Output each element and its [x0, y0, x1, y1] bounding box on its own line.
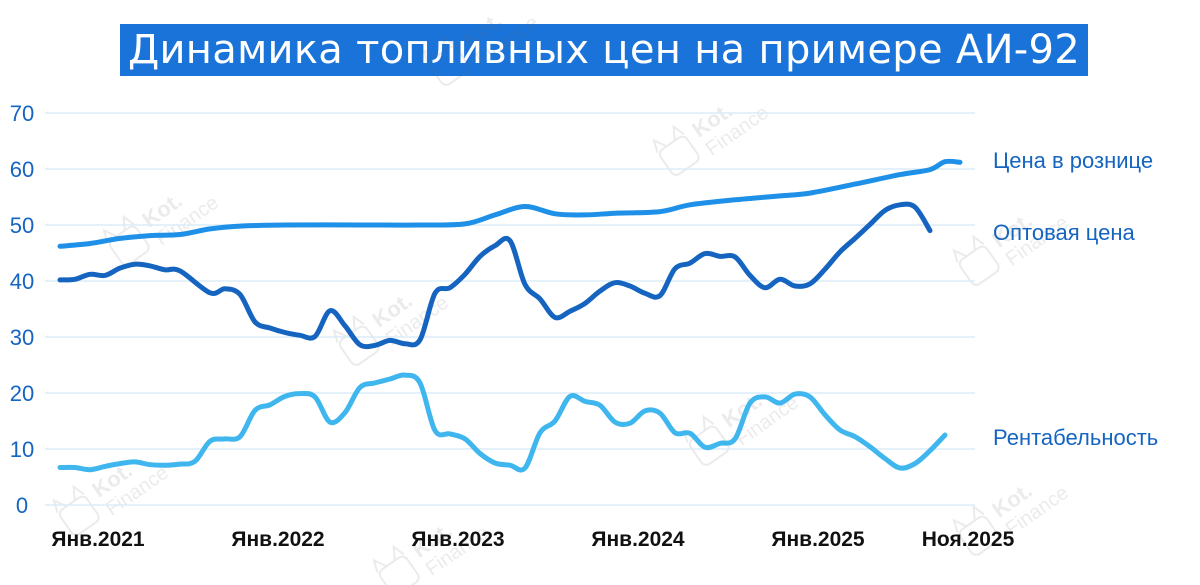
- y-tick-label: 10: [10, 437, 34, 462]
- watermark: Kot.Finance: [422, 7, 543, 86]
- cat-icon: [652, 124, 700, 176]
- series-line-retail-price: [57, 158, 963, 249]
- x-tick-label: Янв.2025: [771, 528, 865, 551]
- cat-icon: [422, 34, 470, 86]
- y-tick-label: 50: [10, 213, 34, 238]
- cat-icon: [952, 504, 1000, 556]
- x-tick-label: Янв.2024: [591, 528, 685, 551]
- gridlines: [45, 112, 975, 506]
- x-tick-label: Ноя.2025: [922, 528, 1015, 551]
- series-label-retail-price: Цена в рознице: [993, 148, 1153, 173]
- series-label-margin: Рентабельность: [993, 425, 1158, 450]
- series-line-margin: [57, 372, 948, 473]
- x-tick-label: Янв.2023: [411, 528, 504, 551]
- y-tick-label: 20: [10, 381, 34, 406]
- y-tick-label: 0: [16, 493, 28, 518]
- x-tick-label: Янв.2021: [51, 528, 145, 551]
- series-label-wholesale-price: Оптовая цена: [993, 220, 1136, 245]
- cat-icon: [952, 234, 1000, 286]
- x-tick-label: Янв.2022: [231, 528, 324, 551]
- y-tick-label: 30: [10, 325, 34, 350]
- series-labels: Цена в рознице Оптовая цена Рентабельность: [993, 148, 1158, 450]
- y-axis: 0 10 20 30 40 50 60 70: [10, 101, 34, 518]
- y-tick-label: 60: [10, 157, 34, 182]
- chart-title: Динамика топливных цен на примере АИ-92: [120, 24, 1088, 76]
- watermark: Kot.Finance: [102, 187, 223, 266]
- y-tick-label: 70: [10, 101, 34, 126]
- y-tick-label: 40: [10, 269, 34, 294]
- series-lines: [57, 158, 963, 473]
- series-line-wholesale-price: [57, 201, 933, 350]
- watermark: Kot.Finance: [332, 287, 453, 366]
- x-axis: Янв.2021 Янв.2022 Янв.2023 Янв.2024 Янв.2025…: [51, 528, 1014, 551]
